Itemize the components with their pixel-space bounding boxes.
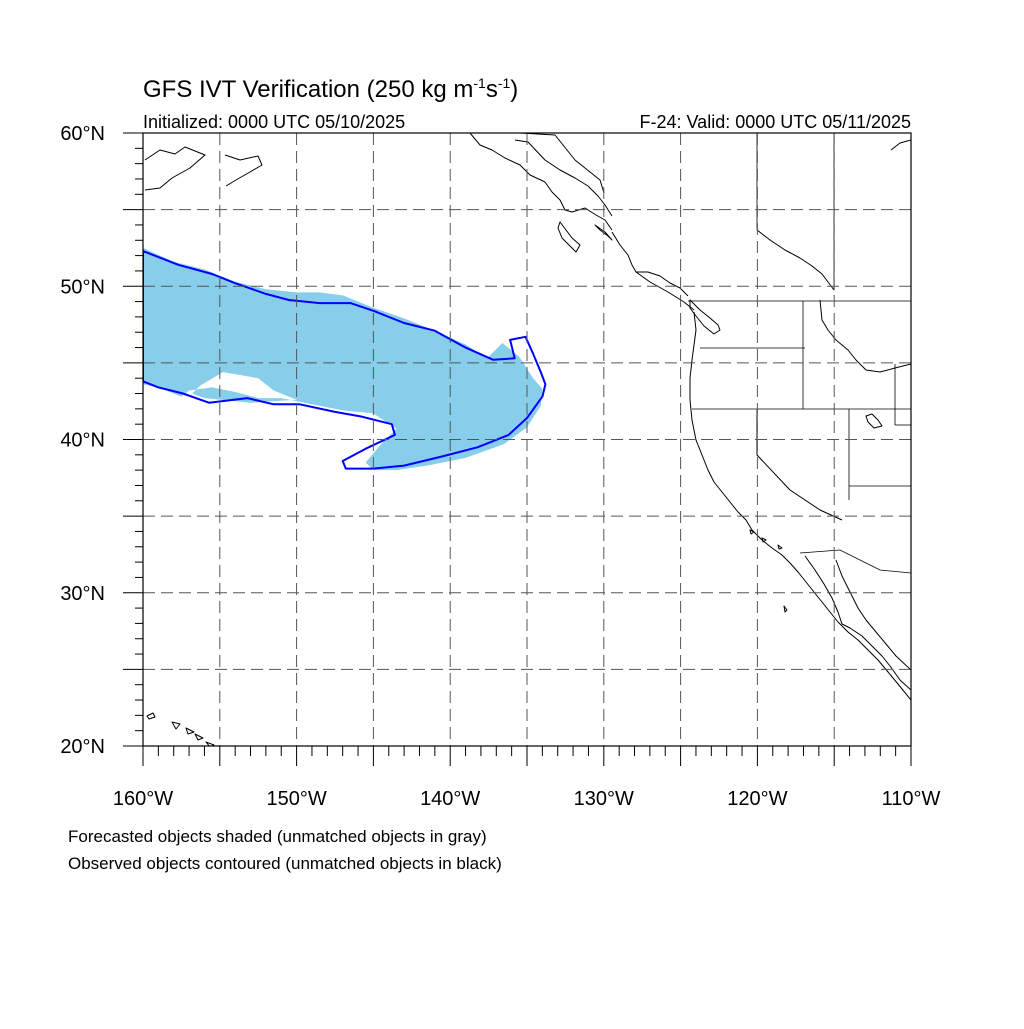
forecast-object-shading: [143, 247, 543, 471]
gridlines: [143, 133, 911, 746]
lat-tick-label: 40°N: [60, 430, 105, 452]
lon-tick-label: 120°W: [727, 788, 787, 810]
political-borders: [688, 133, 911, 574]
plot-area: [143, 133, 911, 746]
coastlines: [144, 133, 911, 746]
footnote-forecast: Forecasted objects shaded (unmatched obj…: [68, 827, 487, 846]
footnote-observed: Observed objects contoured (unmatched ob…: [68, 854, 502, 873]
valid-label: F-24: Valid: 0000 UTC 05/11/2025: [640, 112, 912, 132]
lat-tick-label: 20°N: [60, 736, 105, 758]
lon-tick-label: 150°W: [266, 788, 326, 810]
lat-tick-label: 60°N: [60, 123, 105, 145]
initialized-label: Initialized: 0000 UTC 05/10/2025: [143, 112, 405, 132]
longitude-axis-labels: 160°W 150°W 140°W 130°W 120°W 110°W: [113, 788, 941, 810]
lon-tick-label: 160°W: [113, 788, 173, 810]
lon-tick-label: 140°W: [420, 788, 480, 810]
lat-tick-label: 30°N: [60, 583, 105, 605]
lon-tick-label: 110°W: [882, 788, 941, 810]
latitude-axis-labels: 20°N 30°N 40°N 50°N 60°N: [60, 123, 105, 758]
observed-object-contour: [143, 250, 547, 470]
lon-tick-label: 130°W: [574, 788, 634, 810]
axis-ticks: [123, 132, 912, 766]
map-title: GFS IVT Verification (250 kg m-1s-1): [143, 75, 518, 103]
lat-tick-label: 50°N: [60, 276, 105, 298]
